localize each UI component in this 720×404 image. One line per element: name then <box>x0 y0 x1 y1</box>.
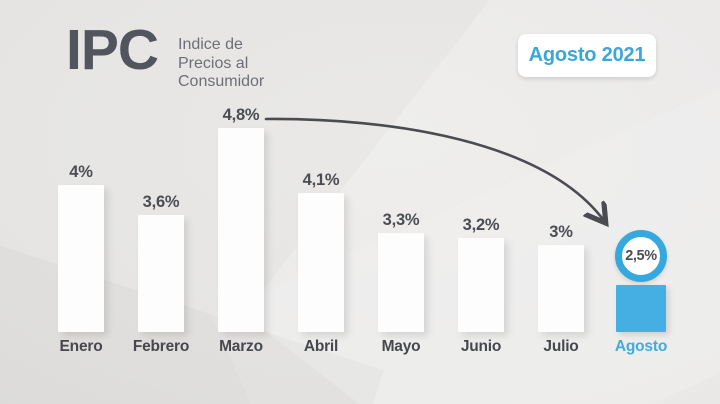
bar-column-marzo: 4,8% Marzo <box>202 100 280 362</box>
bar-column-julio: 3% Julio <box>522 100 600 362</box>
month-label: Junio <box>460 338 502 355</box>
bar-value-label: 3,2% <box>462 215 500 234</box>
bar <box>538 245 584 332</box>
bar-column-junio: 3,2% Junio <box>442 100 520 362</box>
highlight-bar <box>616 285 666 332</box>
page-subtitle: Indice de Precios al Consumidor <box>178 36 265 90</box>
month-label: Marzo <box>219 338 263 355</box>
bar-column-enero: 4% Enero <box>42 100 120 362</box>
bar <box>218 128 264 332</box>
month-label: Mayo <box>381 338 421 355</box>
bar-column-abril: 4,1% Abril <box>282 100 360 362</box>
bar-value-label: 3,6% <box>142 192 180 211</box>
bar-column-febrero: 3,6% Febrero <box>122 100 200 362</box>
bar <box>138 215 184 332</box>
period-badge: Agosto 2021 <box>518 34 656 77</box>
month-label: Abril <box>303 338 339 355</box>
month-label: Enero <box>59 338 103 355</box>
month-label: Julio <box>543 338 579 355</box>
bar <box>378 233 424 332</box>
highlight-value-circle: 2,5% <box>615 230 667 282</box>
bar-chart: 4% Enero 3,6% Febrero 4,8% Marzo 4,1% Ab… <box>42 100 680 362</box>
bar <box>58 185 104 332</box>
bar-value-label: 4,1% <box>302 170 340 189</box>
bar-value-label: 3% <box>549 222 573 241</box>
period-badge-label: Agosto 2021 <box>528 44 646 66</box>
bar-value-label: 4,8% <box>222 105 260 124</box>
bar-column-mayo: 3,3% Mayo <box>362 100 440 362</box>
highlight-value-label: 2,5% <box>625 247 657 264</box>
month-label: Agosto <box>614 338 668 355</box>
page-title: IPC <box>66 18 159 82</box>
bar-column-agosto: 2,5% Agosto <box>602 100 680 362</box>
bar <box>298 193 344 332</box>
bar-value-label: 3,3% <box>382 210 420 229</box>
bar-value-label: 4% <box>69 162 93 181</box>
month-label: Febrero <box>132 338 190 355</box>
bar <box>458 238 504 332</box>
